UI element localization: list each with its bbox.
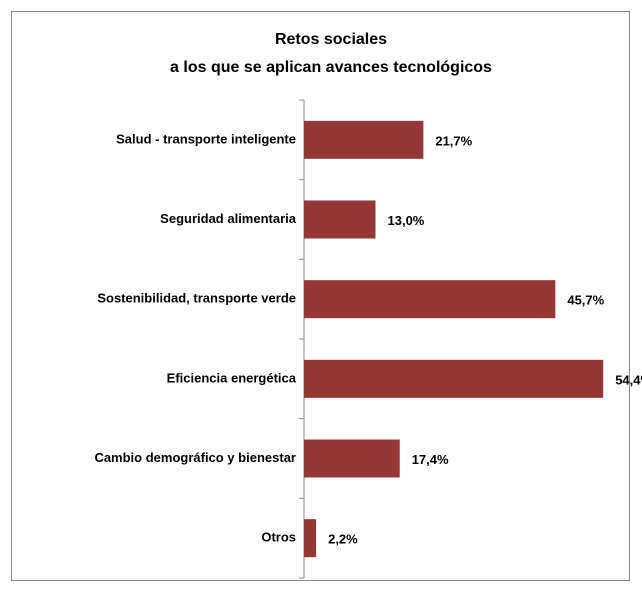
value-label: 17,4% (412, 452, 449, 467)
bar (304, 519, 317, 558)
bar (304, 359, 604, 398)
bar (304, 200, 376, 239)
category-label: Seguridad alimentaria (160, 211, 297, 226)
value-label: 21,7% (435, 133, 472, 148)
category-label: Otros (261, 530, 296, 545)
chart-title: a los que se aplican avances tecnológico… (170, 59, 492, 76)
bar (304, 280, 556, 319)
category-label: Cambio demográfico y bienestar (94, 450, 296, 465)
chart-border (11, 11, 630, 581)
category-label: Eficiencia energética (167, 370, 297, 385)
value-label: 13,0% (388, 213, 425, 228)
bar (304, 439, 400, 478)
category-label: Sostenibilidad, transporte verde (97, 291, 296, 306)
value-label: 45,7% (567, 293, 604, 308)
bar (304, 120, 424, 159)
chart-title: Retos sociales (275, 31, 387, 48)
value-label: 54,4% (615, 372, 642, 387)
value-label: 2,2% (328, 532, 358, 547)
category-label: Salud - transporte inteligente (116, 131, 296, 146)
